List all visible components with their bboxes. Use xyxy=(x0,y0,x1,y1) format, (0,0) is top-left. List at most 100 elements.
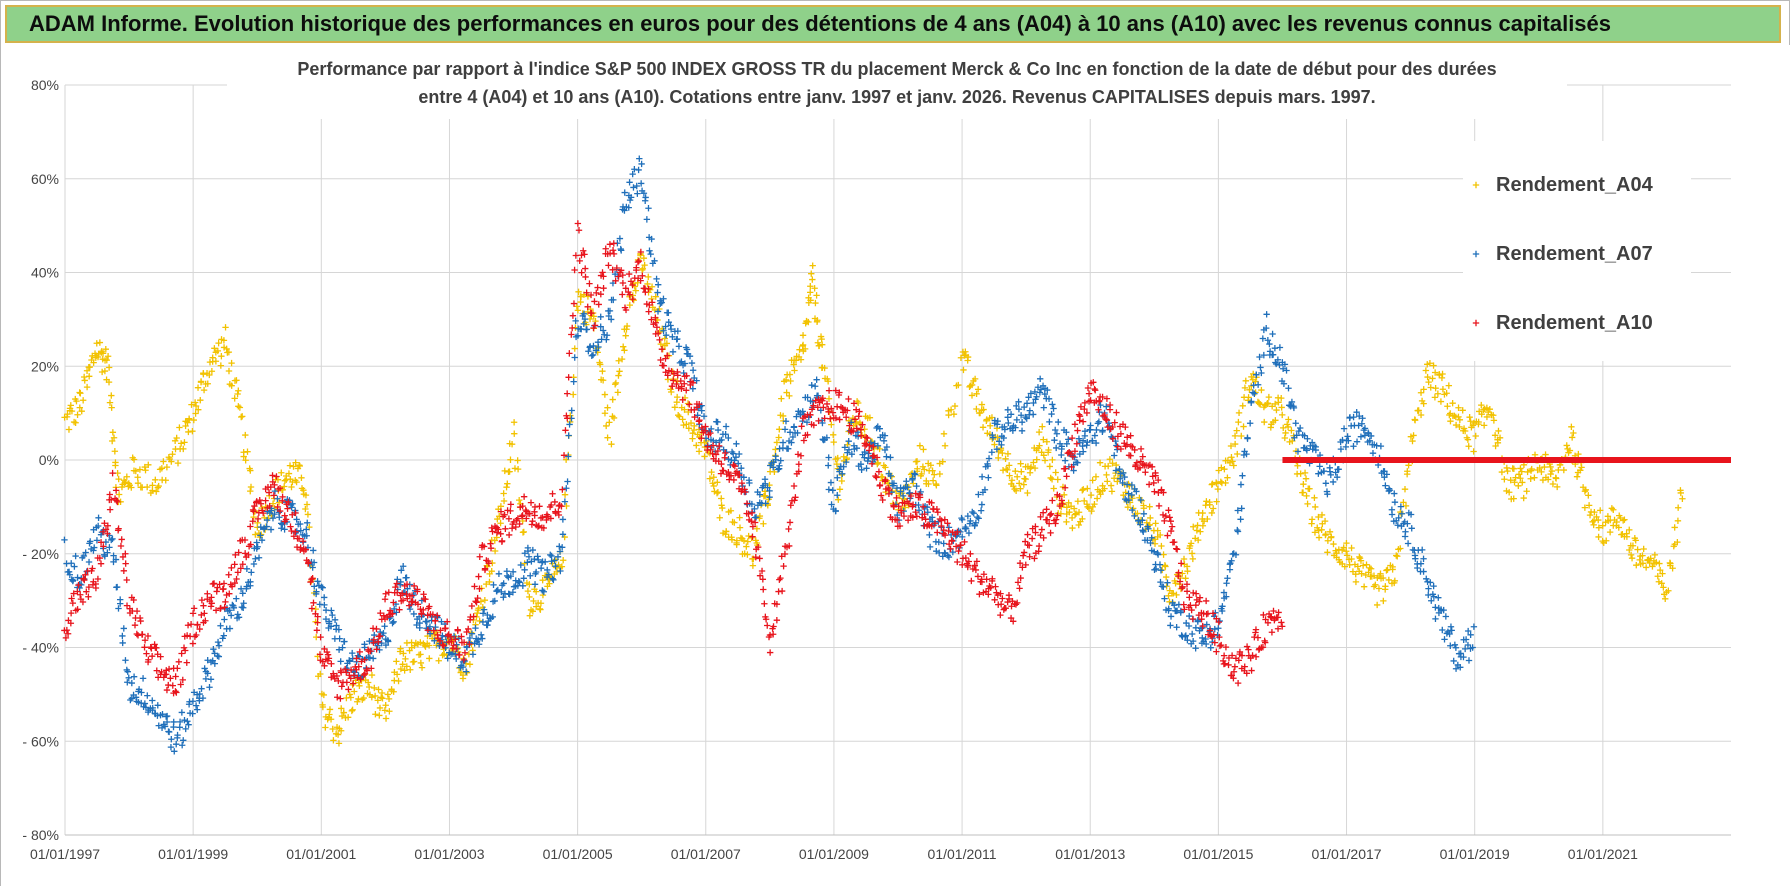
data-point-marker xyxy=(1547,463,1554,471)
y-axis-tick-labels: 80%60%40%20%0%- 20%- 40%- 60%- 80% xyxy=(22,77,59,843)
data-point-marker xyxy=(1629,542,1637,549)
data-point-marker xyxy=(609,396,616,403)
data-point-marker xyxy=(1447,623,1455,630)
data-point-marker xyxy=(1045,520,1053,527)
data-point-marker xyxy=(1327,471,1334,479)
data-point-marker xyxy=(290,463,297,470)
data-point-marker xyxy=(176,718,184,726)
data-point-marker xyxy=(360,671,368,679)
data-point-marker xyxy=(864,457,871,465)
data-point-marker xyxy=(1218,607,1226,615)
data-point-marker xyxy=(797,452,805,459)
data-point-marker xyxy=(983,416,990,423)
data-point-marker xyxy=(662,332,670,339)
data-point-marker xyxy=(674,335,681,343)
data-point-marker xyxy=(825,395,833,402)
data-point-marker xyxy=(921,466,928,473)
data-point-marker xyxy=(630,296,637,304)
data-point-marker xyxy=(316,651,324,658)
data-point-marker xyxy=(1320,467,1327,475)
data-point-marker xyxy=(443,618,451,625)
data-point-marker xyxy=(251,502,258,510)
data-point-marker xyxy=(654,289,661,296)
data-point-marker xyxy=(1364,429,1372,436)
data-point-marker xyxy=(1207,632,1215,639)
data-point-marker xyxy=(720,467,727,474)
data-point-marker xyxy=(333,622,340,629)
data-point-marker xyxy=(904,517,912,524)
data-point-marker xyxy=(1501,476,1508,483)
data-point-marker xyxy=(593,289,600,297)
data-point-marker xyxy=(1505,489,1513,496)
data-point-marker xyxy=(1127,452,1134,459)
data-point-marker xyxy=(489,613,496,621)
data-point-marker xyxy=(1528,465,1535,473)
data-point-marker xyxy=(297,546,304,554)
data-point-marker xyxy=(1091,432,1099,439)
data-point-marker xyxy=(1122,423,1129,431)
data-point-marker xyxy=(1022,475,1029,483)
data-point-marker xyxy=(1274,356,1282,363)
data-point-marker xyxy=(1341,563,1349,570)
data-point-marker xyxy=(1182,632,1190,639)
data-point-marker xyxy=(137,617,144,625)
data-point-marker xyxy=(684,400,692,407)
data-point-marker xyxy=(189,710,196,717)
data-point-marker xyxy=(132,467,139,475)
data-point-marker xyxy=(565,374,572,381)
data-point-marker xyxy=(238,413,245,421)
y-tick-label: 0% xyxy=(39,452,59,468)
data-point-marker xyxy=(1160,489,1167,496)
data-point-marker xyxy=(1296,424,1304,432)
data-point-marker xyxy=(117,542,125,550)
data-point-marker xyxy=(782,376,790,384)
data-point-marker xyxy=(91,544,98,551)
data-point-marker xyxy=(1671,524,1678,531)
data-point-marker xyxy=(866,414,874,421)
data-point-marker xyxy=(1025,394,1032,401)
data-point-marker xyxy=(836,389,843,396)
data-point-marker xyxy=(1402,502,1410,510)
data-point-marker xyxy=(583,289,590,296)
data-point-marker xyxy=(155,722,162,729)
data-point-marker xyxy=(958,533,966,541)
data-point-marker xyxy=(762,492,769,499)
data-point-marker xyxy=(1249,652,1256,659)
data-point-marker xyxy=(106,506,114,513)
data-point-marker xyxy=(347,694,355,701)
data-point-marker xyxy=(773,616,781,624)
data-point-marker xyxy=(1651,551,1659,559)
data-point-marker xyxy=(399,597,407,604)
data-point-marker xyxy=(1066,508,1073,516)
data-point-marker xyxy=(735,450,743,458)
data-point-marker xyxy=(220,580,228,587)
data-point-marker xyxy=(368,671,376,679)
data-point-marker xyxy=(265,489,273,496)
y-tick-label: 40% xyxy=(31,265,59,281)
data-point-marker xyxy=(215,339,222,347)
data-point-marker xyxy=(1027,390,1035,397)
data-point-marker xyxy=(985,455,993,462)
data-point-marker xyxy=(1278,394,1285,402)
data-point-marker xyxy=(1353,438,1361,445)
data-point-marker xyxy=(553,568,561,576)
data-point-marker xyxy=(790,424,798,431)
data-point-marker xyxy=(440,642,447,649)
x-tick-label: 01/01/2015 xyxy=(1183,846,1253,862)
data-point-marker xyxy=(1116,465,1123,473)
data-point-marker xyxy=(68,560,75,567)
data-point-marker xyxy=(1207,644,1214,651)
data-point-marker xyxy=(514,465,522,473)
data-point-marker xyxy=(1150,479,1157,487)
data-point-marker xyxy=(1165,507,1172,514)
data-point-marker xyxy=(1097,491,1104,498)
data-point-marker xyxy=(1162,512,1170,520)
data-point-marker xyxy=(113,584,120,591)
data-point-marker xyxy=(309,575,316,582)
data-point-marker xyxy=(736,471,743,479)
data-point-marker xyxy=(960,366,967,374)
data-point-marker xyxy=(1007,614,1015,622)
data-point-marker xyxy=(1031,555,1038,562)
data-point-marker xyxy=(1028,535,1036,542)
data-point-marker xyxy=(522,506,529,514)
